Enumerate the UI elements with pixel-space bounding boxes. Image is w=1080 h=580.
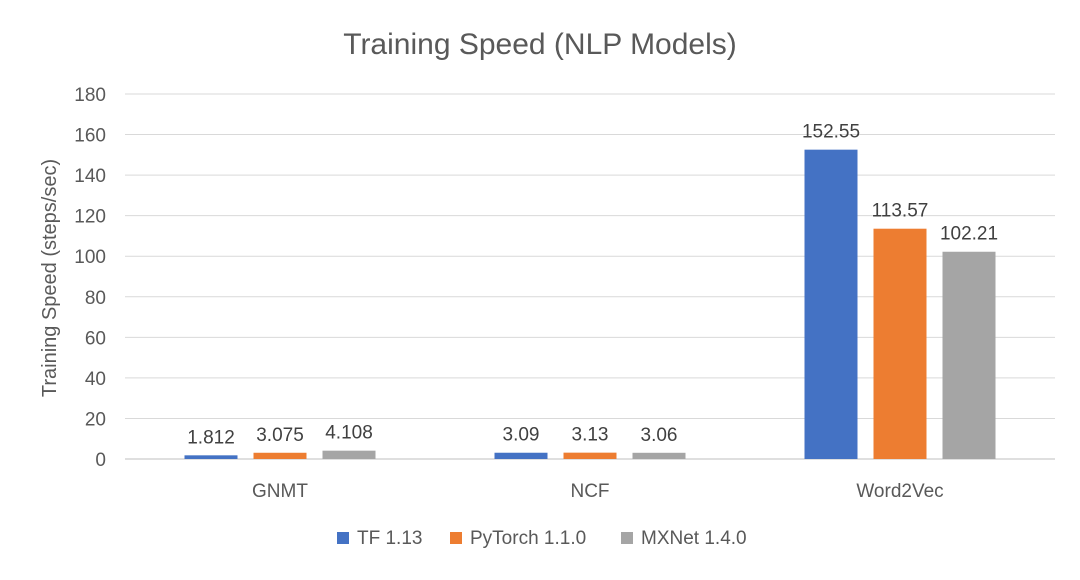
bar-value-label: 3.09	[503, 425, 540, 446]
bar-value-label: 152.55	[802, 122, 860, 143]
bar	[322, 450, 376, 459]
legend-swatch	[450, 532, 462, 544]
y-tick-label: 160	[74, 126, 106, 147]
y-axis-label: Training Speed (steps/sec)	[39, 159, 61, 397]
bar	[942, 251, 996, 459]
bar-value-label: 1.812	[187, 427, 235, 448]
y-tick-label: 0	[95, 450, 106, 471]
legend-label: PyTorch 1.1.0	[470, 528, 586, 549]
bar-value-label: 3.06	[641, 425, 678, 446]
bar	[253, 452, 307, 459]
legend-label: MXNet 1.4.0	[641, 528, 747, 549]
bar	[632, 452, 686, 459]
x-tick-label: GNMT	[252, 481, 308, 502]
legend-label: TF 1.13	[357, 528, 422, 549]
bar-value-label: 102.21	[940, 224, 998, 245]
bar-value-label: 3.13	[572, 425, 609, 446]
y-tick-label: 180	[74, 85, 106, 106]
y-axis-ticks: 0 20 40 60 80 100 120 140 160 180	[74, 85, 106, 471]
legend: TF 1.13 PyTorch 1.1.0 MXNet 1.4.0	[337, 528, 747, 549]
legend-swatch	[337, 532, 349, 544]
bars	[184, 149, 996, 459]
bar-value-label: 3.075	[256, 425, 304, 446]
y-tick-label: 40	[85, 369, 106, 390]
y-tick-label: 100	[74, 247, 106, 268]
bar-value-label: 113.57	[872, 201, 929, 222]
bar	[494, 452, 548, 459]
y-tick-label: 120	[74, 207, 106, 228]
bar	[873, 228, 927, 459]
bar-value-label: 4.108	[325, 423, 373, 444]
x-tick-label: Word2Vec	[856, 481, 943, 502]
y-tick-label: 60	[85, 328, 106, 349]
y-tick-label: 20	[85, 409, 106, 430]
x-tick-label: NCF	[570, 481, 609, 502]
bar	[563, 452, 617, 459]
data-labels: 1.812 3.075 4.108 3.09 3.13 3.06 152.55 113.57 1…	[187, 122, 998, 449]
y-tick-label: 140	[74, 166, 106, 187]
y-tick-label: 80	[85, 288, 106, 309]
chart-title: Training Speed (NLP Models)	[343, 28, 737, 61]
gridlines	[125, 93, 1055, 460]
legend-swatch	[621, 532, 633, 544]
bar	[804, 149, 858, 459]
bar	[184, 455, 238, 459]
x-axis-ticks: GNMT NCF Word2Vec	[252, 481, 944, 502]
